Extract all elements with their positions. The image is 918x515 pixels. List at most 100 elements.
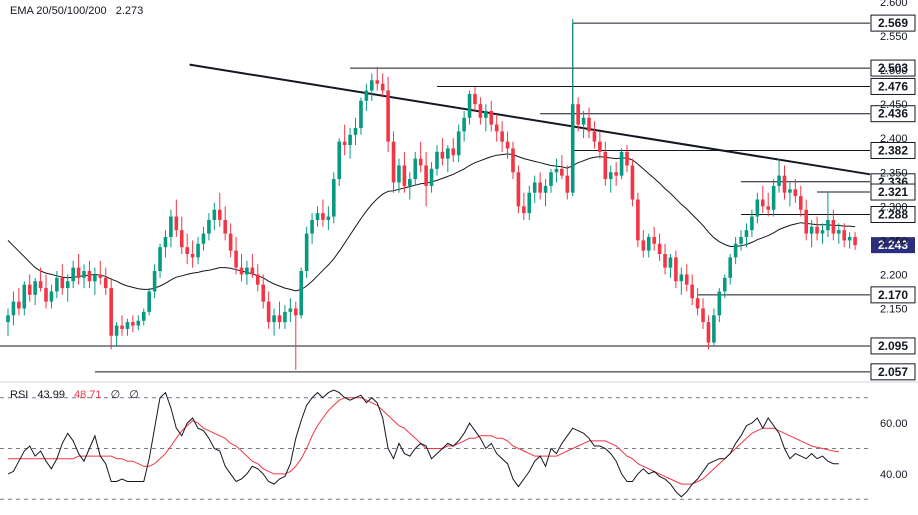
candle bbox=[380, 73, 385, 98]
candle bbox=[478, 97, 483, 125]
level-label-box bbox=[870, 59, 916, 77]
candle-body bbox=[679, 274, 684, 282]
candle bbox=[277, 301, 282, 329]
candle bbox=[38, 267, 43, 292]
candle-body bbox=[809, 226, 814, 234]
level-label: 2.476 bbox=[878, 79, 908, 93]
level-label-box bbox=[870, 183, 916, 201]
candle-body bbox=[402, 165, 407, 186]
candle-body bbox=[826, 219, 830, 231]
candle bbox=[489, 100, 494, 132]
level-label-box bbox=[870, 205, 916, 223]
candle bbox=[299, 267, 304, 319]
candle bbox=[733, 236, 738, 265]
candle bbox=[120, 315, 124, 336]
candle bbox=[494, 114, 499, 142]
price-tick-label: 2.150 bbox=[880, 303, 908, 315]
candle bbox=[337, 138, 342, 186]
candle-body bbox=[239, 267, 244, 275]
price-tick-label: 2.450 bbox=[880, 99, 908, 111]
trendline-segment bbox=[189, 63, 871, 176]
candle-body bbox=[451, 148, 456, 156]
candle-body bbox=[603, 151, 608, 180]
candle bbox=[641, 230, 646, 258]
candle-body bbox=[418, 158, 423, 166]
candle bbox=[141, 308, 146, 326]
price-tick-label: 2.500 bbox=[880, 65, 908, 77]
rsi-tick-label: 40.00 bbox=[880, 469, 908, 481]
candle bbox=[408, 172, 412, 200]
candle bbox=[842, 223, 847, 248]
ema-label: EMA 20/50/100/200 bbox=[10, 5, 107, 17]
candle bbox=[793, 179, 798, 203]
candle bbox=[657, 233, 662, 261]
current-price-label: 2.243 bbox=[878, 238, 908, 252]
candle bbox=[418, 141, 423, 173]
candle bbox=[679, 267, 684, 295]
level-label: 2.321 bbox=[878, 185, 908, 199]
candle bbox=[581, 110, 586, 139]
candle-body bbox=[179, 230, 184, 248]
candle bbox=[266, 291, 271, 329]
candle-body bbox=[147, 291, 151, 312]
candle-body bbox=[207, 219, 211, 234]
candle-body bbox=[560, 168, 564, 176]
level-label-box bbox=[870, 363, 916, 381]
candle-body bbox=[646, 236, 651, 251]
candle-body bbox=[722, 277, 727, 292]
candle bbox=[853, 232, 857, 250]
candle bbox=[717, 288, 722, 323]
candle-body bbox=[353, 128, 358, 135]
candle-body bbox=[549, 172, 553, 186]
candle bbox=[712, 308, 716, 346]
candle-body bbox=[310, 219, 314, 234]
candle bbox=[163, 230, 168, 258]
candle-body bbox=[777, 175, 781, 186]
candle bbox=[674, 250, 678, 289]
candle-body bbox=[782, 175, 787, 193]
candle-body bbox=[163, 236, 168, 248]
candle bbox=[424, 151, 428, 207]
candle bbox=[212, 202, 217, 231]
candle-body bbox=[169, 216, 173, 237]
candle-body bbox=[332, 179, 336, 217]
level-label: 2.436 bbox=[878, 107, 908, 121]
candle bbox=[103, 267, 108, 295]
rsi-ma-value: 48.71 bbox=[74, 389, 102, 401]
candle bbox=[27, 274, 32, 302]
price-axis: 2.600 2.550 2.500 2.450 2.400 2.350 2.300 2.250… bbox=[880, 0, 908, 315]
price-tick-label: 2.350 bbox=[880, 167, 908, 179]
candle bbox=[652, 226, 656, 251]
candle bbox=[587, 107, 591, 139]
rsi-tick-label: 60.00 bbox=[880, 418, 908, 430]
level-label: 2.569 bbox=[878, 16, 908, 30]
candle bbox=[402, 151, 407, 193]
level-label: 2.288 bbox=[878, 207, 908, 221]
level-label: 2.170 bbox=[878, 288, 908, 302]
candle-body bbox=[674, 257, 678, 282]
candle bbox=[321, 199, 325, 227]
level-lines: 2.5692.5032.4762.4362.3822.3362.3212.288… bbox=[0, 14, 916, 381]
candle-body bbox=[397, 165, 401, 183]
candle-body bbox=[853, 236, 857, 246]
price-tick-label: 2.250 bbox=[880, 235, 908, 247]
level-label: 2.382 bbox=[878, 143, 908, 157]
candle-body bbox=[234, 250, 238, 268]
candle bbox=[109, 277, 113, 350]
candle-body bbox=[831, 219, 836, 234]
candle bbox=[310, 213, 314, 244]
candle bbox=[782, 165, 787, 200]
candle-body bbox=[625, 151, 629, 166]
candle bbox=[55, 271, 59, 299]
candle bbox=[44, 274, 48, 309]
candle bbox=[397, 158, 401, 193]
candle bbox=[239, 254, 244, 282]
candle bbox=[326, 206, 331, 231]
candle bbox=[446, 145, 450, 173]
candle-body bbox=[755, 199, 760, 217]
candle-body bbox=[342, 141, 347, 146]
candle-body bbox=[598, 141, 602, 152]
candle-body bbox=[532, 182, 537, 193]
rsi-extra-2: ∅ bbox=[129, 389, 139, 401]
